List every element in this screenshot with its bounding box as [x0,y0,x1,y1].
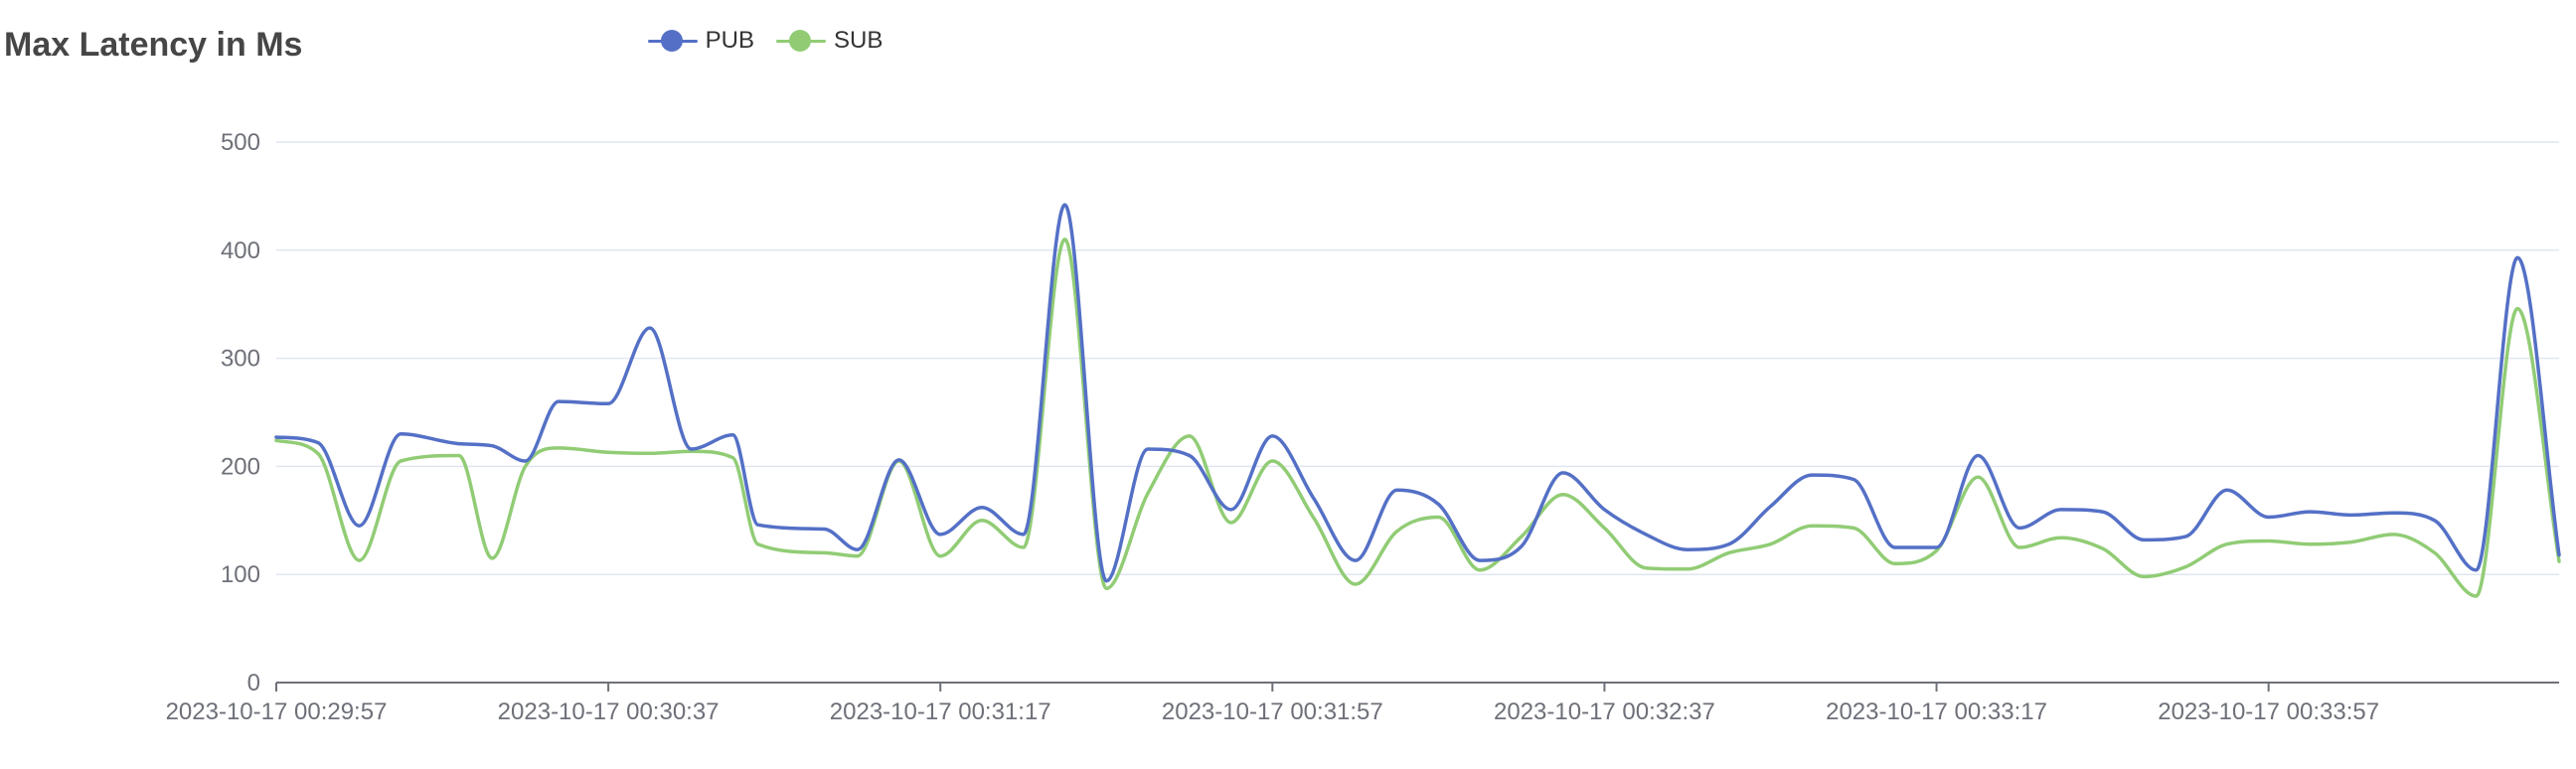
series-line-pub[interactable] [274,203,2561,583]
legend-item-pub[interactable]: PUB [647,27,754,55]
legend-label-sub: SUB [834,27,884,54]
y-tick-label: 200 [221,453,260,480]
x-tick-label: 2023-10-17 00:33:17 [1826,698,2047,725]
x-tick-label: 2023-10-17 00:31:17 [830,698,1051,725]
legend-swatch-pub-icon [647,30,698,52]
legend: PUB SUB [0,27,1530,55]
legend-item-sub[interactable]: SUB [776,27,883,55]
x-tick-label: 2023-10-17 00:30:37 [498,698,720,725]
series-lines [274,203,2561,598]
y-tick-label: 400 [221,237,260,264]
x-tick-label: 2023-10-17 00:32:37 [1494,698,1715,725]
y-tick-label: 0 [247,670,260,696]
series-line-sub[interactable] [274,237,2561,598]
chart-title: Max Latency in Ms [4,26,303,64]
x-tick-label: 2023-10-17 00:31:57 [1162,698,1383,725]
y-tick-label: 300 [221,346,260,373]
grid-lines [276,141,2559,575]
axes [275,682,2559,692]
legend-swatch-sub-icon [776,30,826,52]
legend-label-pub: PUB [705,27,754,54]
y-tick-label: 500 [221,129,260,156]
tick-labels: 0 100 200 300 400 500 2023-10-17 00:29:57 2023-… [166,129,2380,725]
x-tick-label: 2023-10-17 00:33:57 [2158,698,2379,725]
y-tick-label: 100 [221,561,260,588]
x-tick-label: 2023-10-17 00:29:57 [166,698,388,725]
